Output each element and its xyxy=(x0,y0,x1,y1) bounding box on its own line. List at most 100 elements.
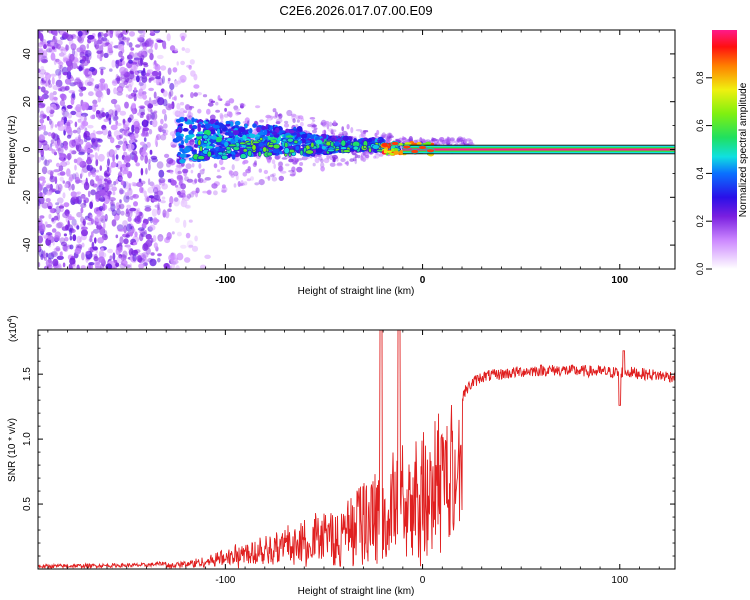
heatmap-cell xyxy=(224,103,231,107)
heatmap-cell xyxy=(116,256,124,264)
heatmap-cell xyxy=(46,184,53,189)
heatmap-cell xyxy=(176,231,182,237)
x-tick-label: -100 xyxy=(215,275,235,286)
heatmap-cell xyxy=(188,130,194,135)
heatmap-cell xyxy=(38,149,41,154)
heatmap-cell xyxy=(82,55,87,62)
heatmap-cell xyxy=(54,124,58,128)
heatmap-cell xyxy=(113,87,118,95)
heatmap-cell xyxy=(103,52,109,59)
heatmap-cell xyxy=(47,205,52,210)
heatmap-cell xyxy=(142,147,146,155)
heatmap-cell xyxy=(309,117,316,120)
heatmap-cell xyxy=(59,154,64,161)
heatmap-cell xyxy=(92,228,100,234)
heatmap-cell xyxy=(103,222,106,229)
heatmap-cell xyxy=(228,128,232,134)
heatmap-cell xyxy=(445,138,451,144)
heatmap-cell xyxy=(136,207,141,215)
heatmap-cell xyxy=(53,247,61,252)
heatmap-cell xyxy=(393,150,400,155)
heatmap-cell xyxy=(234,120,241,126)
heatmap-cell xyxy=(209,114,216,121)
heatmap-cell xyxy=(75,138,81,146)
heatmap-cell xyxy=(180,94,184,98)
heatmap-cell xyxy=(72,129,78,134)
heatmap-cell xyxy=(47,132,52,137)
heatmap-cell xyxy=(104,178,108,182)
heatmap-cell xyxy=(78,65,83,72)
heatmap-cell xyxy=(139,41,147,47)
heatmap-cell xyxy=(184,176,189,182)
heatmap-cell xyxy=(278,161,283,166)
heatmap-cell xyxy=(173,197,180,207)
heatmap-cell xyxy=(107,158,110,167)
heatmap-cell xyxy=(97,237,104,244)
heatmap-cell xyxy=(203,140,209,144)
heatmap-cell xyxy=(238,126,246,133)
heatmap-cell xyxy=(384,134,388,139)
heatmap-cell xyxy=(68,176,73,183)
heatmap-cell xyxy=(439,138,443,143)
heatmap-cell xyxy=(93,256,99,262)
heatmap-cell xyxy=(209,129,216,135)
heatmap-cell xyxy=(41,80,46,84)
heatmap-cell xyxy=(135,44,141,48)
heatmap-cell xyxy=(329,162,336,167)
heatmap-cell xyxy=(139,186,144,194)
heatmap-cell xyxy=(43,124,46,132)
heatmap-cell xyxy=(59,64,64,72)
heatmap-cell xyxy=(286,109,293,117)
heatmap-cell xyxy=(149,149,153,155)
heatmap-cell xyxy=(296,126,303,132)
heatmap-cell xyxy=(163,113,168,122)
heatmap-cell xyxy=(76,225,80,230)
heatmap-cell xyxy=(169,89,174,97)
heatmap-cell xyxy=(89,66,96,72)
heatmap-cell xyxy=(197,139,202,146)
heatmap-cell xyxy=(114,110,118,117)
heatmap-cell xyxy=(100,82,106,91)
heatmap-cell xyxy=(111,219,117,227)
heatmap-cell xyxy=(89,132,96,140)
heatmap-cell xyxy=(146,141,151,148)
heatmap-cell xyxy=(174,48,178,53)
heatmap-cell xyxy=(53,48,57,53)
heatmap-cell xyxy=(204,254,211,259)
heatmap-cell xyxy=(55,162,61,168)
heatmap-cell xyxy=(53,235,60,242)
heatmap-cell xyxy=(366,138,373,143)
heatmap-cell xyxy=(60,241,67,247)
heatmap-cell xyxy=(105,39,110,46)
heatmap-cell xyxy=(309,134,315,139)
heatmap-cell xyxy=(184,104,191,110)
heatmap-cell xyxy=(52,258,59,267)
heatmap-cell xyxy=(186,114,190,118)
heatmap-cell xyxy=(197,108,202,114)
heatmap-cell xyxy=(104,180,110,186)
heatmap-cell xyxy=(320,166,325,172)
heatmap-cell xyxy=(345,135,349,142)
heatmap-cell xyxy=(86,43,90,49)
heatmap-cell xyxy=(263,136,268,140)
heatmap-cell xyxy=(96,110,101,115)
heatmap-cell xyxy=(213,163,218,169)
heatmap-cell xyxy=(290,113,297,118)
tone-core xyxy=(402,148,675,151)
heatmap-cell xyxy=(129,231,134,237)
heatmap-cell xyxy=(378,153,384,157)
heatmap-cell xyxy=(83,181,90,191)
heatmap-cell xyxy=(184,257,191,263)
heatmap-cell xyxy=(136,209,140,215)
heatmap-cell xyxy=(202,94,208,98)
heatmap-cell xyxy=(115,122,122,127)
heatmap-cell xyxy=(38,195,45,205)
heatmap-cell xyxy=(43,90,49,95)
heatmap-cell xyxy=(75,179,83,184)
heatmap-cell xyxy=(128,70,134,74)
heatmap-cell xyxy=(180,199,188,208)
heatmap-cell xyxy=(122,30,129,35)
heatmap-cell xyxy=(43,256,48,261)
heatmap-cell xyxy=(38,55,41,63)
heatmap-cell xyxy=(86,164,94,172)
